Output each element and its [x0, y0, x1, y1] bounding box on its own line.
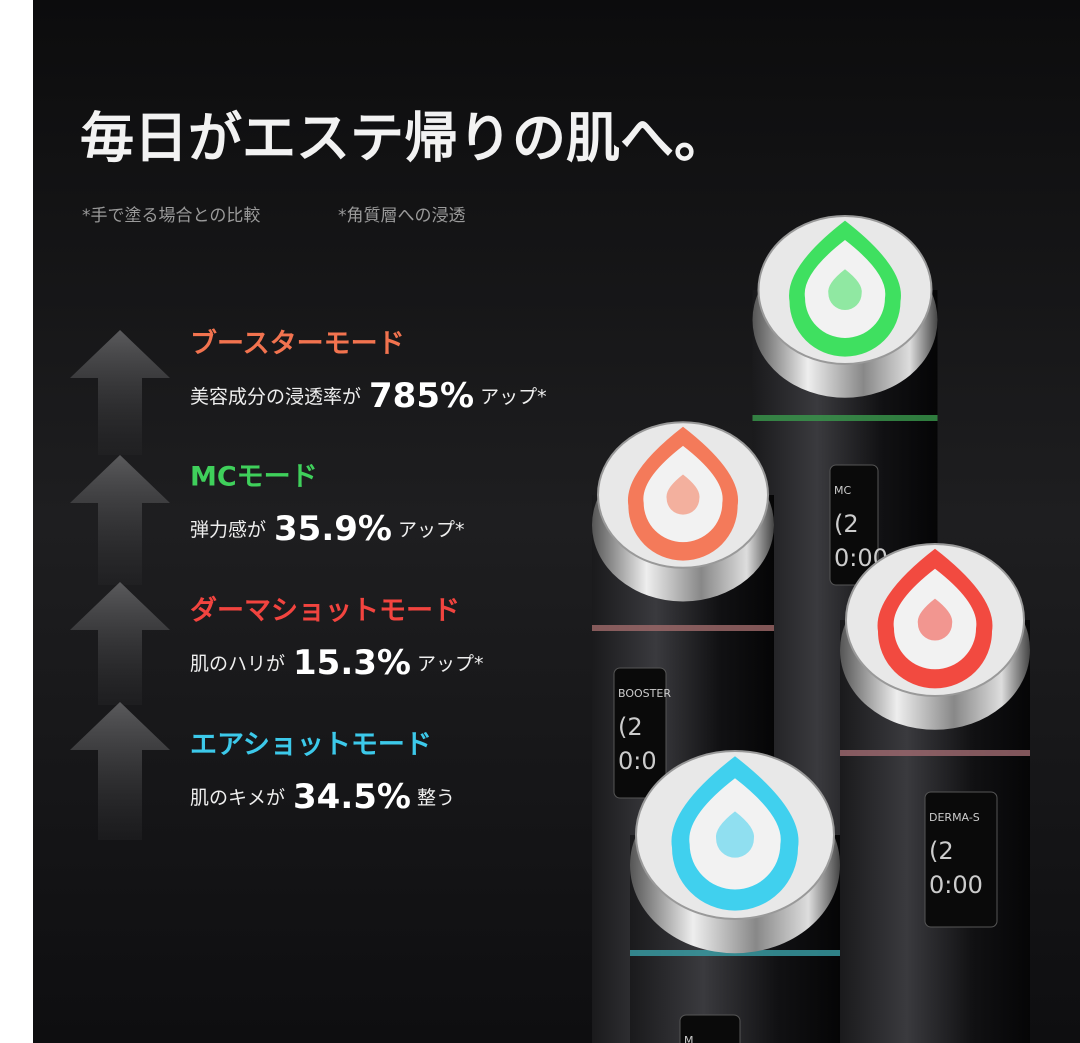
note: *手で塗る場合との比較 [82, 205, 260, 226]
mode-value: 15.3% [293, 643, 411, 683]
mode-desc: 肌のハリが 15.3% アップ* [190, 643, 484, 683]
device-ring [840, 750, 1030, 756]
mode-desc-text: 美容成分の浸透率が [190, 386, 361, 408]
light-core [917, 598, 953, 641]
device-screen [924, 791, 998, 928]
mode-suffix: 整う [417, 787, 455, 809]
device-screen [613, 667, 667, 799]
light-core [666, 474, 700, 515]
device-ring [752, 415, 938, 421]
mode-value: 785% [369, 376, 474, 416]
screen-text: MC [834, 484, 851, 497]
screen-text: DERMA-S [929, 811, 980, 824]
mode-desc: 弾力感が 35.9% アップ* [190, 509, 465, 549]
mode-desc: 肌のキメが 34.5% 整う [190, 777, 455, 817]
arrow [70, 582, 170, 705]
mode-name: ブースターモード [190, 328, 405, 360]
mode-suffix: アップ* [480, 386, 547, 408]
arrow [70, 330, 170, 455]
mode-suffix: アップ* [417, 653, 484, 675]
arrows [70, 330, 170, 840]
arrow [70, 702, 170, 840]
mode-desc-text: 肌のキメが [190, 787, 285, 809]
mode-name: ダーマショットモード [190, 595, 460, 627]
note: *角質層への浸透 [338, 206, 466, 226]
light-core [828, 269, 862, 310]
device-ring [592, 625, 774, 631]
mode-suffix: アップ* [398, 519, 465, 541]
mode-desc: 美容成分の浸透率が 785% アップ* [190, 376, 547, 416]
mode-desc-text: 弾力感が [190, 519, 266, 541]
mode-name: エアショットモード [190, 730, 432, 761]
device: M [630, 750, 840, 1043]
screen-text: (2 [834, 510, 859, 538]
screen-text: BOOSTER [618, 687, 671, 700]
screen-text: (2 [618, 713, 643, 741]
mode-name: MCモード [190, 462, 318, 493]
device: BOOSTER (2 0:0 [592, 421, 774, 1043]
mode-value: 35.9% [274, 509, 392, 549]
title: 毎日がエステ帰りの肌へ。 [80, 107, 728, 170]
device: DERMA-S (2 0:00 [840, 543, 1030, 1043]
mode-desc-text: 肌のハリが [190, 653, 285, 675]
mode-value: 34.5% [293, 777, 411, 817]
screen-text: 0:0 [618, 747, 657, 775]
screen-text: M [684, 1034, 694, 1043]
arrow [70, 455, 170, 585]
screen-text: 0:00 [929, 871, 983, 899]
device-screen [679, 1014, 741, 1043]
light-core [715, 811, 755, 858]
devices: MC (2 0:00 BOOSTER (2 0:0 DERMA-S (2 0:00 M [592, 215, 1030, 1043]
device-screen [829, 464, 879, 586]
screen-text: (2 [929, 837, 954, 865]
